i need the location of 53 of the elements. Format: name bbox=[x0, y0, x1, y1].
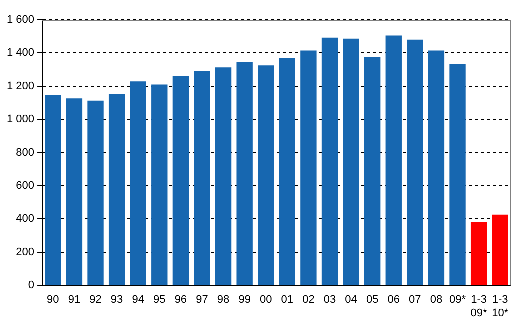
x-tick-label: 91 bbox=[68, 294, 81, 306]
bar bbox=[492, 214, 508, 286]
x-tick-label: 07 bbox=[409, 294, 422, 306]
bar bbox=[108, 94, 126, 286]
x-tick-label: 08 bbox=[430, 294, 443, 306]
x-tick-label: 95 bbox=[154, 294, 166, 306]
y-tick-label: 0 bbox=[28, 280, 35, 292]
bar bbox=[364, 57, 381, 286]
x-tick-label: 06 bbox=[388, 294, 400, 306]
x-tick-label: 00 bbox=[260, 294, 272, 306]
x-tick-label: 98 bbox=[217, 294, 230, 306]
x-tick-label: 02 bbox=[302, 294, 315, 306]
y-tick-label: 400 bbox=[16, 213, 35, 226]
y-tick-label: 1 600 bbox=[6, 14, 35, 26]
bar bbox=[66, 98, 83, 286]
bar bbox=[258, 66, 274, 286]
y-tick-label: 600 bbox=[16, 180, 35, 192]
x-tick-label: 96 bbox=[174, 294, 188, 306]
y-tick-label: 200 bbox=[16, 246, 35, 258]
bar bbox=[172, 76, 190, 286]
bar bbox=[407, 40, 424, 286]
x-tick-label: 05 bbox=[366, 294, 379, 306]
x-tick-label: 01 bbox=[281, 294, 294, 306]
x-tick-label: 97 bbox=[196, 294, 208, 306]
bar bbox=[386, 36, 402, 286]
x-tick-label: 04 bbox=[345, 294, 358, 306]
bar bbox=[130, 82, 146, 286]
x-tick-label: 93 bbox=[110, 294, 124, 306]
x-tick-label: 09* bbox=[450, 294, 467, 306]
bar bbox=[450, 64, 466, 286]
x-tick-label: 03 bbox=[324, 294, 336, 306]
x-tick-label: 92 bbox=[90, 294, 102, 306]
bar bbox=[215, 68, 232, 286]
bar bbox=[428, 50, 445, 286]
x-tick-label: 90 bbox=[47, 294, 60, 306]
bar bbox=[152, 84, 168, 286]
bar bbox=[300, 50, 317, 286]
y-tick-label: 1 200 bbox=[6, 80, 35, 92]
x-tick-label: 94 bbox=[132, 294, 144, 306]
x-tick-label: 99 bbox=[238, 294, 251, 306]
bar bbox=[470, 222, 488, 286]
y-tick-label: 800 bbox=[16, 146, 35, 159]
bar bbox=[194, 70, 210, 286]
bar bbox=[343, 38, 360, 286]
bar bbox=[322, 38, 338, 286]
y-tick-label: 1 000 bbox=[6, 114, 35, 126]
x-tick-label: 1-3 09* bbox=[470, 294, 488, 320]
bar bbox=[236, 62, 253, 286]
x-tick-label: 1-3 10* bbox=[492, 294, 510, 320]
bar bbox=[45, 95, 62, 286]
bar bbox=[279, 58, 296, 286]
y-tick-label: 1 400 bbox=[6, 47, 35, 60]
bar bbox=[88, 100, 104, 286]
